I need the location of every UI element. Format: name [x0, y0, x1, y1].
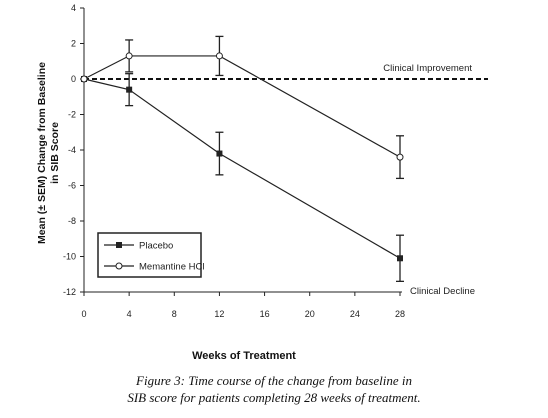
data-point-memantine	[80, 75, 88, 83]
data-point-memantine	[215, 52, 223, 60]
x-tick-label: 20	[305, 309, 315, 319]
x-tick-label: 24	[350, 309, 360, 319]
figure-caption-line-2: SIB score for patients completing 28 wee…	[127, 390, 421, 405]
annotation-clinical-decline: Clinical Decline	[410, 286, 475, 297]
y-tick-label: -12	[63, 287, 76, 297]
y-tick-label: 0	[71, 74, 76, 84]
y-axis-label-line-1: Mean (± SEM) Change from Baseline	[36, 62, 48, 244]
y-tick-label: -10	[63, 252, 76, 262]
legend-label: Placebo	[139, 241, 173, 252]
x-tick-label: 4	[127, 309, 132, 319]
y-tick-label: -2	[68, 110, 76, 120]
annotation-clinical-improvement: Clinical Improvement	[383, 63, 472, 74]
data-point-placebo	[216, 150, 223, 157]
y-tick-label: -8	[68, 216, 76, 226]
y-tick-label: -6	[68, 181, 76, 191]
series-line-placebo	[83, 78, 401, 259]
legend-box	[97, 232, 202, 278]
y-tick-label: 2	[71, 39, 76, 49]
legend-marker-memantine	[115, 262, 123, 270]
data-point-memantine	[125, 52, 133, 60]
legend-label: Memantine HCl	[139, 262, 204, 273]
figure-caption-line-1: Figure 3: Time course of the change from…	[136, 373, 412, 388]
series-line-memantine	[83, 55, 401, 158]
x-axis-label: Weeks of Treatment	[192, 350, 296, 362]
x-tick-label: 12	[214, 309, 224, 319]
y-tick-label: -4	[68, 145, 76, 155]
x-tick-label: 16	[260, 309, 270, 319]
data-point-placebo	[397, 255, 403, 262]
y-axis-label-line-2: in SIB Score	[49, 122, 61, 184]
data-point-memantine	[396, 153, 404, 161]
x-tick-label: 8	[172, 309, 177, 319]
x-tick-label: 28	[395, 309, 405, 319]
x-tick-label: 0	[81, 309, 86, 319]
data-point-placebo	[126, 86, 133, 93]
legend-marker-placebo	[116, 242, 122, 248]
y-tick-label: 4	[71, 3, 76, 13]
